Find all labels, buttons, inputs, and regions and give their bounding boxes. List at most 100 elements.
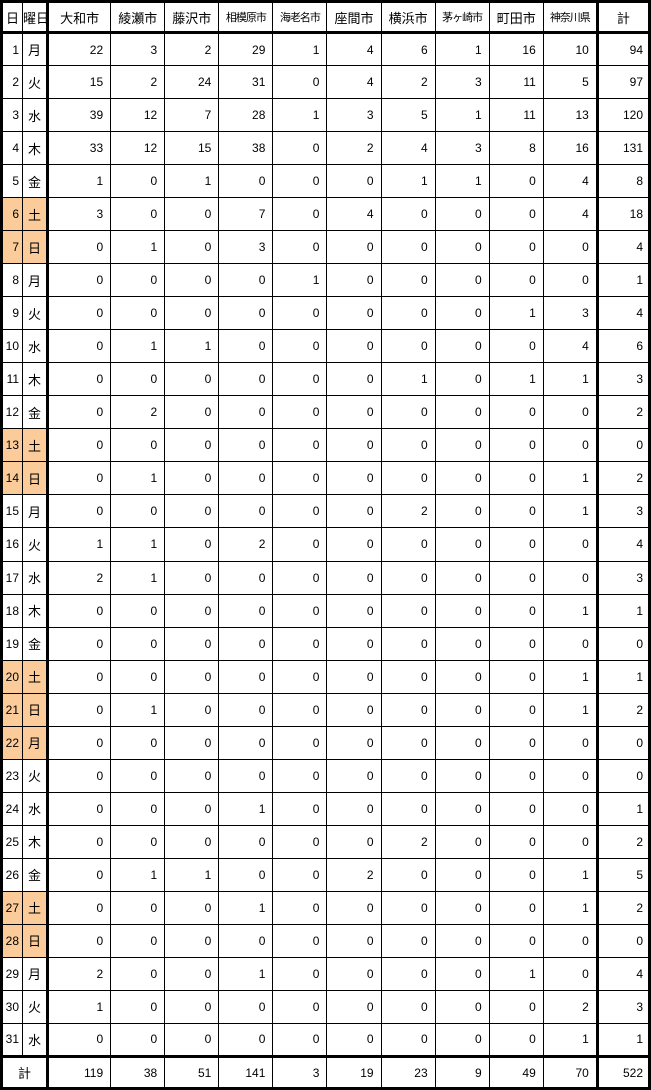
value-cell: 0 bbox=[164, 428, 220, 463]
row-total-cell: 0 bbox=[595, 428, 651, 463]
value-cell: 0 bbox=[488, 791, 544, 826]
header-weekday: 曜日 bbox=[22, 1, 49, 34]
value-cell: 0 bbox=[434, 494, 490, 529]
table-row-day-25: 25 木 0 0 0 0 0 0 2 0 0 0 2 bbox=[0, 824, 651, 859]
row-total-cell: 131 bbox=[595, 131, 651, 166]
value-cell: 0 bbox=[326, 1022, 382, 1058]
day-cell: 13 bbox=[0, 428, 24, 463]
value-cell: 0 bbox=[326, 428, 382, 463]
value-cell: 0 bbox=[272, 626, 328, 661]
value-cell: 2 bbox=[46, 956, 112, 991]
value-cell: 0 bbox=[46, 230, 112, 265]
value-cell: 1 bbox=[110, 230, 166, 265]
value-cell: 0 bbox=[110, 296, 166, 331]
value-cell: 0 bbox=[46, 593, 112, 628]
value-cell: 0 bbox=[164, 791, 220, 826]
value-cell: 0 bbox=[272, 329, 328, 364]
weekday-cell: 日 bbox=[22, 461, 49, 496]
value-cell: 2 bbox=[326, 857, 382, 892]
value-cell: 0 bbox=[488, 329, 544, 364]
value-cell: 29 bbox=[218, 31, 274, 67]
value-cell: 0 bbox=[272, 989, 328, 1024]
value-cell: 0 bbox=[326, 824, 382, 859]
value-cell: 0 bbox=[164, 989, 220, 1024]
value-cell: 0 bbox=[488, 230, 544, 265]
value-cell: 0 bbox=[488, 164, 544, 199]
value-cell: 0 bbox=[110, 494, 166, 529]
value-cell: 4 bbox=[380, 131, 436, 166]
value-cell: 1 bbox=[164, 164, 220, 199]
table-row-day-20: 20 土 0 0 0 0 0 0 0 0 0 1 1 bbox=[0, 659, 651, 694]
header-city-3: 藤沢市 bbox=[164, 1, 220, 34]
weekday-cell: 水 bbox=[22, 791, 49, 826]
value-cell: 4 bbox=[326, 31, 382, 67]
day-cell: 17 bbox=[0, 560, 24, 595]
value-cell: 0 bbox=[218, 329, 274, 364]
value-cell: 0 bbox=[110, 824, 166, 859]
row-total-cell: 4 bbox=[595, 230, 651, 265]
value-cell: 0 bbox=[272, 164, 328, 199]
value-cell: 4 bbox=[542, 164, 598, 199]
header-city-4: 相模原市 bbox=[218, 1, 274, 34]
value-cell: 0 bbox=[542, 923, 598, 958]
value-cell: 0 bbox=[326, 890, 382, 925]
value-cell: 0 bbox=[164, 593, 220, 628]
value-cell: 1 bbox=[488, 956, 544, 991]
weekday-cell: 土 bbox=[22, 197, 49, 232]
value-cell: 0 bbox=[272, 824, 328, 859]
day-cell: 20 bbox=[0, 659, 24, 694]
row-total-cell: 4 bbox=[595, 956, 651, 991]
day-cell: 19 bbox=[0, 626, 24, 661]
value-cell: 0 bbox=[326, 395, 382, 430]
day-cell: 7 bbox=[0, 230, 24, 265]
value-cell: 0 bbox=[272, 956, 328, 991]
value-cell: 16 bbox=[542, 131, 598, 166]
weekday-cell: 土 bbox=[22, 428, 49, 463]
day-cell: 15 bbox=[0, 494, 24, 529]
value-cell: 0 bbox=[380, 923, 436, 958]
weekday-cell: 水 bbox=[22, 329, 49, 364]
value-cell: 1 bbox=[434, 31, 490, 67]
value-cell: 1 bbox=[218, 956, 274, 991]
value-cell: 0 bbox=[542, 626, 598, 661]
value-cell: 0 bbox=[380, 659, 436, 694]
value-cell: 0 bbox=[434, 230, 490, 265]
value-cell: 0 bbox=[434, 593, 490, 628]
value-cell: 4 bbox=[542, 329, 598, 364]
value-cell: 0 bbox=[488, 626, 544, 661]
value-cell: 0 bbox=[434, 461, 490, 496]
value-cell: 0 bbox=[272, 527, 328, 562]
weekday-cell: 土 bbox=[22, 890, 49, 925]
row-total-cell: 18 bbox=[595, 197, 651, 232]
value-cell: 0 bbox=[218, 824, 274, 859]
value-cell: 0 bbox=[434, 395, 490, 430]
weekday-cell: 金 bbox=[22, 164, 49, 199]
value-cell: 0 bbox=[110, 659, 166, 694]
weekday-cell: 金 bbox=[22, 857, 49, 892]
value-cell: 0 bbox=[434, 890, 490, 925]
value-cell: 0 bbox=[272, 890, 328, 925]
value-cell: 0 bbox=[434, 791, 490, 826]
value-cell: 1 bbox=[164, 857, 220, 892]
value-cell: 1 bbox=[542, 593, 598, 628]
header-city-8: 茅ヶ崎市 bbox=[434, 1, 490, 34]
value-cell: 3 bbox=[218, 230, 274, 265]
value-cell: 0 bbox=[272, 131, 328, 166]
value-cell: 0 bbox=[434, 197, 490, 232]
value-cell: 0 bbox=[218, 923, 274, 958]
value-cell: 0 bbox=[326, 758, 382, 793]
value-cell: 0 bbox=[380, 626, 436, 661]
value-cell: 0 bbox=[542, 428, 598, 463]
value-cell: 5 bbox=[380, 98, 436, 133]
footer-row: 計 119 38 51 141 3 19 23 9 49 70 522 bbox=[0, 1055, 651, 1089]
value-cell: 1 bbox=[542, 461, 598, 496]
value-cell: 0 bbox=[110, 197, 166, 232]
value-cell: 0 bbox=[434, 263, 490, 298]
footer-value-cell: 119 bbox=[46, 1055, 112, 1089]
table-row-day-14: 14 日 0 1 0 0 0 0 0 0 0 1 2 bbox=[0, 461, 651, 496]
value-cell: 33 bbox=[46, 131, 112, 166]
value-cell: 0 bbox=[326, 725, 382, 760]
header-row: 日曜日 大和市 綾瀬市 藤沢市 相模原市 海老名市 座間市 横浜市 茅ヶ崎市 町田市 神奈川県計 bbox=[0, 1, 651, 34]
